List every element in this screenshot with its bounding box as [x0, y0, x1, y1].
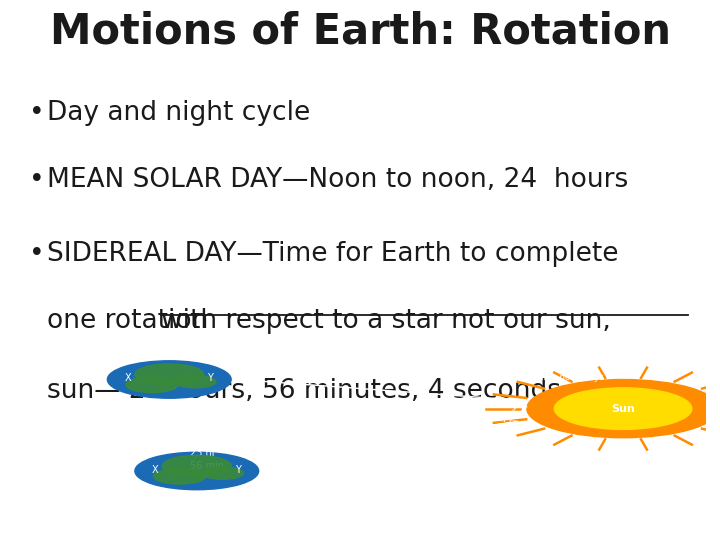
Circle shape: [107, 361, 231, 398]
Text: Motions of Earth: Rotation: Motions of Earth: Rotation: [50, 10, 670, 52]
Circle shape: [202, 467, 243, 480]
Text: Distant: Distant: [22, 360, 57, 370]
Circle shape: [153, 468, 206, 484]
Circle shape: [527, 380, 719, 438]
Text: Day 1: Day 1: [553, 357, 583, 367]
Text: Day and night cycle: Day and night cycle: [47, 100, 310, 126]
Text: sun— 23 hours, 56 minutes, 4 seconds: sun— 23 hours, 56 minutes, 4 seconds: [47, 379, 561, 404]
Text: 4 minutes: 4 minutes: [403, 436, 452, 446]
Text: Distant: Distant: [22, 451, 57, 462]
Text: Solar day: Solar day: [339, 405, 384, 415]
Circle shape: [135, 453, 258, 490]
Text: Sidereal: Sidereal: [190, 423, 230, 434]
Circle shape: [163, 455, 231, 476]
Text: 24 hr: 24 hr: [349, 420, 374, 429]
Text: •: •: [29, 100, 45, 126]
Text: Day 2: Day 2: [498, 396, 528, 415]
Text: day: day: [190, 436, 208, 446]
Text: (Not to scale): (Not to scale): [627, 514, 688, 523]
Text: Y: Y: [235, 465, 240, 475]
Text: Sun's noon rays: Sun's noon rays: [532, 373, 604, 382]
Circle shape: [135, 364, 204, 384]
Circle shape: [554, 388, 692, 429]
Text: MEAN SOLAR DAY—Noon to noon, 24  hours: MEAN SOLAR DAY—Noon to noon, 24 hours: [47, 167, 628, 193]
Text: stars: stars: [22, 373, 45, 382]
Text: SIDEREAL DAY—Time for Earth to complete: SIDEREAL DAY—Time for Earth to complete: [47, 241, 618, 267]
Circle shape: [175, 375, 216, 388]
Text: X: X: [152, 465, 158, 475]
Text: X: X: [125, 374, 131, 383]
Text: with respect to a star not our sun,: with respect to a star not our sun,: [161, 308, 611, 334]
Text: Sun's noon rays: Sun's noon rays: [457, 401, 528, 431]
Text: •: •: [29, 241, 45, 267]
Text: 23 hr: 23 hr: [190, 448, 216, 458]
Text: Y: Y: [207, 374, 213, 383]
Text: stars: stars: [22, 464, 45, 474]
Text: one rotation: one rotation: [47, 308, 217, 334]
Text: •: •: [29, 167, 45, 193]
Text: 56 min: 56 min: [190, 461, 224, 471]
Circle shape: [126, 377, 179, 393]
Text: Sun: Sun: [611, 403, 635, 414]
